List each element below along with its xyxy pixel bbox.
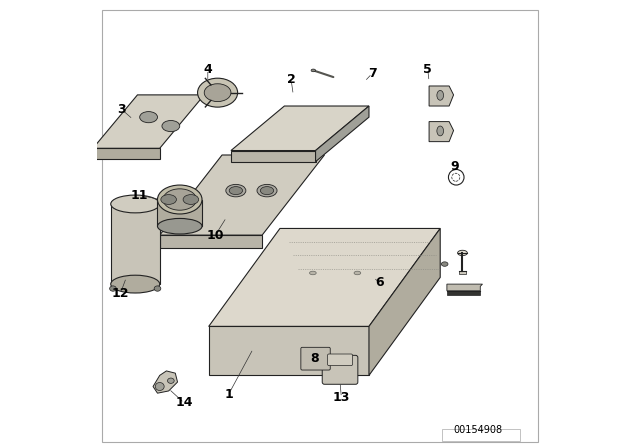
- Polygon shape: [369, 228, 440, 375]
- Bar: [447, 291, 480, 295]
- Ellipse shape: [260, 187, 274, 194]
- Ellipse shape: [183, 194, 198, 204]
- Ellipse shape: [140, 112, 157, 123]
- Text: 8: 8: [310, 352, 319, 365]
- Polygon shape: [93, 148, 160, 159]
- FancyBboxPatch shape: [322, 355, 358, 384]
- Text: 10: 10: [207, 228, 224, 241]
- Ellipse shape: [198, 78, 237, 107]
- Ellipse shape: [157, 185, 202, 214]
- Polygon shape: [231, 151, 316, 162]
- Polygon shape: [429, 121, 454, 142]
- Polygon shape: [209, 327, 369, 375]
- Text: 7: 7: [368, 67, 376, 80]
- Ellipse shape: [111, 275, 160, 293]
- Ellipse shape: [156, 383, 164, 391]
- Bar: [442, 429, 520, 441]
- Ellipse shape: [163, 189, 196, 210]
- Text: 2: 2: [287, 73, 296, 86]
- Ellipse shape: [229, 187, 243, 194]
- Bar: [460, 271, 465, 274]
- Text: 9: 9: [451, 159, 460, 172]
- Polygon shape: [160, 235, 262, 249]
- Polygon shape: [93, 95, 204, 148]
- Ellipse shape: [154, 286, 161, 291]
- Polygon shape: [153, 371, 177, 393]
- Text: 4: 4: [204, 63, 212, 76]
- Polygon shape: [209, 228, 440, 327]
- Ellipse shape: [311, 69, 316, 72]
- Text: 6: 6: [375, 276, 384, 289]
- Ellipse shape: [157, 219, 202, 234]
- Ellipse shape: [437, 126, 444, 136]
- Polygon shape: [157, 199, 202, 226]
- Text: 12: 12: [112, 287, 129, 300]
- Polygon shape: [160, 155, 324, 235]
- Polygon shape: [447, 284, 483, 291]
- Ellipse shape: [162, 121, 180, 132]
- Text: 11: 11: [131, 189, 148, 202]
- Ellipse shape: [204, 84, 231, 102]
- Ellipse shape: [354, 271, 361, 275]
- Ellipse shape: [226, 185, 246, 197]
- Text: 00154908: 00154908: [454, 426, 502, 435]
- Text: 13: 13: [333, 391, 350, 404]
- Text: 14: 14: [175, 396, 193, 409]
- Ellipse shape: [161, 194, 177, 204]
- Ellipse shape: [442, 262, 448, 266]
- Ellipse shape: [458, 250, 467, 256]
- Text: 3: 3: [118, 103, 126, 116]
- Polygon shape: [231, 106, 369, 151]
- Ellipse shape: [168, 378, 174, 383]
- Ellipse shape: [310, 271, 316, 275]
- FancyBboxPatch shape: [328, 354, 353, 366]
- Text: 1: 1: [225, 388, 233, 401]
- Ellipse shape: [437, 90, 444, 100]
- Ellipse shape: [111, 195, 160, 213]
- Text: 5: 5: [424, 63, 432, 76]
- Polygon shape: [111, 204, 160, 284]
- Ellipse shape: [109, 286, 116, 291]
- Polygon shape: [429, 86, 454, 106]
- Polygon shape: [316, 106, 369, 162]
- Ellipse shape: [257, 185, 277, 197]
- FancyBboxPatch shape: [301, 347, 330, 370]
